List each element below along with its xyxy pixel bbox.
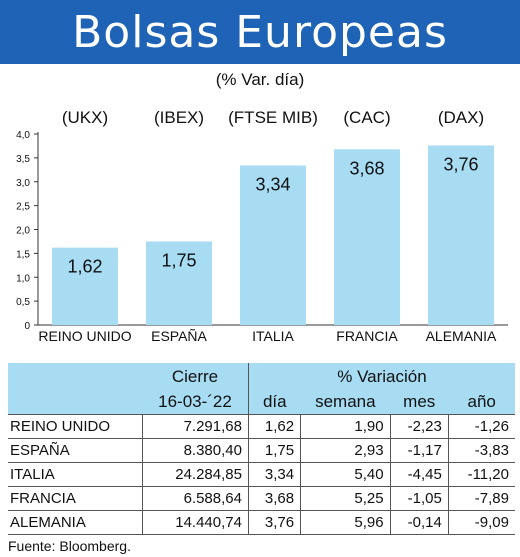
bar-chart: 0 0,5 1,0 1,5 2,0 2,5 3,0 3,5 4,0 1,62 REINO UNIDO…	[16, 108, 508, 344]
x-tick-label: ESPAÑA	[151, 328, 207, 344]
bar	[428, 145, 494, 325]
y-tick-label: 0,5	[16, 297, 30, 308]
header-mes: mes	[390, 390, 449, 415]
index-label: (IBEX)	[154, 108, 204, 127]
table-cell: -9,09	[447, 510, 515, 535]
table-cell: -1,26	[447, 414, 515, 439]
source-note: Fuente: Bloomberg.	[8, 538, 131, 554]
y-tick-label: 2,5	[16, 202, 30, 213]
table-row: REINO UNIDO 7.291,68 1,62 1,90 -2,23 -1,26	[8, 414, 515, 439]
table-cell: -2,23	[389, 414, 449, 439]
title-banner: Bolsas Europeas	[0, 0, 520, 64]
header-cierre: Cierre	[142, 363, 249, 390]
table-row: ITALIA 24.284,85 3,34 5,40 -4,45 -11,20	[8, 462, 515, 487]
row-label: FRANCIA	[8, 486, 142, 511]
table-cell: -11,20	[447, 462, 515, 487]
data-label: 1,62	[67, 257, 102, 277]
index-label: (UKX)	[62, 108, 108, 127]
index-label: (CAC)	[343, 108, 390, 127]
bar	[146, 241, 212, 325]
chart-title: Bolsas Europeas	[72, 6, 448, 58]
table-cell: -1,05	[389, 486, 449, 511]
x-tick-label: REINO UNIDO	[38, 328, 131, 344]
header-dia: día	[247, 390, 301, 415]
table-cell: 1,62	[247, 414, 301, 439]
data-label: 1,75	[161, 250, 196, 270]
table-cell: 7.291,68	[141, 414, 249, 439]
row-label: REINO UNIDO	[8, 414, 142, 439]
table-cell: 2,93	[300, 438, 391, 463]
table-cell: 5,96	[300, 510, 391, 535]
row-label: ALEMANIA	[8, 510, 142, 535]
y-tick-label: 1,5	[16, 249, 30, 260]
data-label: 3,34	[255, 175, 290, 195]
header-date: 16-03-´22	[142, 390, 249, 415]
table-cell: -3,83	[447, 438, 515, 463]
chart-subtitle: (% Var. día)	[215, 70, 305, 89]
y-tick-label: 3,5	[16, 154, 30, 165]
table-cell: 8.380,40	[141, 438, 249, 463]
bar	[52, 247, 118, 325]
row-label: ESPAÑA	[8, 438, 142, 463]
table-row: ESPAÑA 8.380,40 1,75 2,93 -1,17 -3,83	[8, 438, 515, 463]
table-cell: 5,25	[300, 486, 391, 511]
table-cell: 1,90	[300, 414, 391, 439]
header-variacion: % Variación	[247, 363, 515, 390]
table-cell: 5,40	[300, 462, 391, 487]
header-empty	[8, 363, 142, 390]
table-cell: 1,75	[247, 438, 301, 463]
index-label: (DAX)	[438, 108, 484, 127]
table-cell: 14.440,74	[141, 510, 249, 535]
row-label: ITALIA	[8, 462, 142, 487]
header-ano: año	[448, 390, 515, 415]
y-tick-label: 4,0	[16, 130, 30, 141]
header-semana: semana	[300, 390, 391, 415]
index-label: (FTSE MIB)	[228, 108, 318, 127]
y-tick-label: 2,0	[16, 226, 30, 237]
data-label: 3,76	[443, 154, 478, 174]
data-label: 3,68	[349, 158, 384, 178]
y-tick-label: 0	[24, 321, 30, 332]
header-empty-2	[8, 390, 142, 415]
y-tick-label: 1,0	[16, 273, 30, 284]
data-table: Cierre % Variación 16-03-´22 día semana …	[8, 363, 515, 535]
x-tick-label: ALEMANIA	[426, 328, 497, 344]
bar	[334, 149, 400, 325]
table-cell: -1,17	[389, 438, 449, 463]
y-tick-label: 3,0	[16, 178, 30, 189]
table-cell: 3,68	[247, 486, 301, 511]
table-cell: -7,89	[447, 486, 515, 511]
table-row: FRANCIA 6.588,64 3,68 5,25 -1,05 -7,89	[8, 486, 515, 511]
table-cell: -4,45	[389, 462, 449, 487]
table-row: ALEMANIA 14.440,74 3,76 5,96 -0,14 -9,09	[8, 510, 515, 535]
bar	[240, 165, 306, 325]
table-cell: 3,76	[247, 510, 301, 535]
table-cell: 6.588,64	[141, 486, 249, 511]
x-tick-label: FRANCIA	[336, 328, 398, 344]
table-cell: -0,14	[389, 510, 449, 535]
x-tick-label: ITALIA	[252, 328, 294, 344]
table-cell: 3,34	[247, 462, 301, 487]
table-cell: 24.284,85	[141, 462, 249, 487]
